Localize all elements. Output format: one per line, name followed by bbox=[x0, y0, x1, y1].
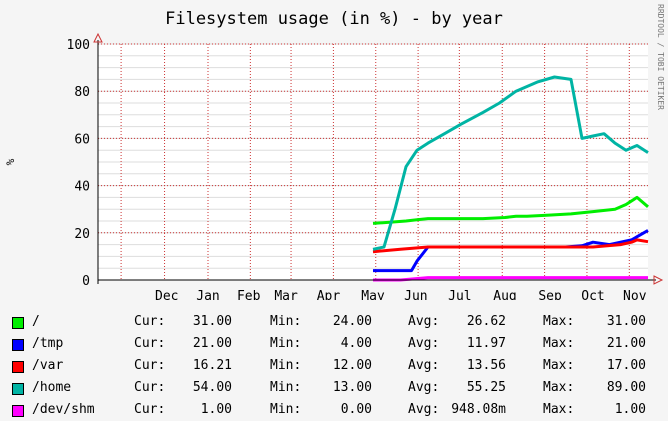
cur-label: Cur: bbox=[134, 314, 166, 329]
min-value: 4.00 bbox=[340, 336, 372, 351]
min-value: 0.00 bbox=[340, 402, 372, 417]
max-label: Max: bbox=[543, 314, 575, 329]
y-axis-label: % bbox=[4, 158, 17, 165]
chart: Filesystem usage (in %) - by year % RRDT… bbox=[4, 4, 665, 300]
max-label: Max: bbox=[543, 402, 575, 417]
y-tick-label: 20 bbox=[74, 227, 90, 242]
legend-series-name: /dev/shm bbox=[32, 402, 95, 417]
min-label: Min: bbox=[270, 314, 302, 329]
min-label: Min: bbox=[270, 336, 302, 351]
min-label: Min: bbox=[270, 402, 302, 417]
cur-label: Cur: bbox=[134, 358, 166, 373]
cur-label: Cur: bbox=[134, 380, 166, 395]
legend-swatch bbox=[12, 339, 24, 351]
max-value: 21.00 bbox=[606, 336, 646, 351]
cur-value: 21.00 bbox=[192, 336, 232, 351]
avg-label: Avg: bbox=[408, 358, 440, 373]
cur-label: Cur: bbox=[134, 402, 166, 417]
x-tick-label: Aug bbox=[493, 289, 516, 300]
y-tick-label: 0 bbox=[82, 274, 90, 289]
avg-value: 948.08m bbox=[451, 402, 506, 417]
max-value: 31.00 bbox=[606, 314, 646, 329]
legend-row: / Cur: 31.00 Min: 24.00 Avg: 26.62 Max: 31.00 bbox=[0, 313, 668, 333]
y-tick-label: 60 bbox=[74, 132, 90, 147]
min-label: Min: bbox=[270, 380, 302, 395]
legend-swatch bbox=[12, 405, 24, 417]
legend-row: /tmp Cur: 21.00 Min: 4.00 Avg: 11.97 Max: 21.00 bbox=[0, 335, 668, 355]
x-tick-label: Dec bbox=[155, 289, 178, 300]
legend-swatch bbox=[12, 317, 24, 329]
x-tick-label: Nov bbox=[623, 289, 647, 300]
legend-row: /var Cur: 16.21 Min: 12.00 Avg: 13.56 Max: 17.00 bbox=[0, 357, 668, 377]
avg-value: 13.56 bbox=[466, 358, 506, 373]
x-tick-label: Sep bbox=[538, 289, 562, 300]
max-label: Max: bbox=[543, 380, 575, 395]
watermark: RRDTOOL / TOBI OETIKER bbox=[656, 4, 665, 110]
avg-label: Avg: bbox=[408, 380, 440, 395]
legend-row: /home Cur: 54.00 Min: 13.00 Avg: 55.25 Max: 89.0… bbox=[0, 379, 668, 399]
legend-series-name: /var bbox=[32, 358, 64, 373]
x-tick-label: Jan bbox=[196, 289, 219, 300]
y-axis-arrow bbox=[93, 32, 103, 43]
x-tick-label: Oct bbox=[581, 289, 604, 300]
avg-value: 55.25 bbox=[466, 380, 506, 395]
cur-value: 16.21 bbox=[192, 358, 232, 373]
avg-value: 11.97 bbox=[466, 336, 506, 351]
legend-series-name: /tmp bbox=[32, 336, 64, 351]
x-tick-label: Mar bbox=[274, 289, 298, 300]
cur-value: 31.00 bbox=[192, 314, 232, 329]
avg-label: Avg: bbox=[408, 314, 440, 329]
max-label: Max: bbox=[543, 358, 575, 373]
x-tick-label: Apr bbox=[317, 289, 341, 300]
legend-series-name: /home bbox=[32, 380, 72, 395]
y-tick-label: 100 bbox=[67, 38, 90, 53]
cur-value: 54.00 bbox=[192, 380, 232, 395]
series-line-home bbox=[372, 75, 649, 251]
legend-swatch bbox=[12, 383, 24, 395]
legend-row: /dev/shm Cur: 1.00 Min: 0.00 Avg: 948.08m Max: 1… bbox=[0, 401, 668, 421]
avg-value: 26.62 bbox=[466, 314, 506, 329]
x-tick-label: Feb bbox=[237, 289, 261, 300]
min-value: 24.00 bbox=[332, 314, 372, 329]
max-label: Max: bbox=[543, 336, 575, 351]
chart-title: Filesystem usage (in %) - by year bbox=[165, 9, 503, 29]
legend-swatch bbox=[12, 361, 24, 373]
min-value: 13.00 bbox=[332, 380, 372, 395]
series-line-root bbox=[372, 195, 649, 225]
min-label: Min: bbox=[270, 358, 302, 373]
cur-label: Cur: bbox=[134, 336, 166, 351]
y-tick-label: 40 bbox=[74, 180, 90, 195]
min-value: 12.00 bbox=[332, 358, 372, 373]
max-value: 17.00 bbox=[606, 358, 646, 373]
y-tick-label: 80 bbox=[74, 85, 90, 100]
max-value: 89.00 bbox=[606, 380, 646, 395]
x-tick-label: May bbox=[361, 289, 385, 300]
x-tick-label: Jul bbox=[448, 289, 471, 300]
legend-series-name: / bbox=[32, 314, 40, 329]
avg-label: Avg: bbox=[408, 336, 440, 351]
x-tick-label: Jun bbox=[404, 289, 427, 300]
series-line-var bbox=[372, 238, 649, 254]
avg-label: Avg: bbox=[408, 402, 440, 417]
max-value: 1.00 bbox=[614, 402, 646, 417]
x-axis-arrow bbox=[653, 275, 664, 285]
cur-value: 1.00 bbox=[200, 402, 232, 417]
